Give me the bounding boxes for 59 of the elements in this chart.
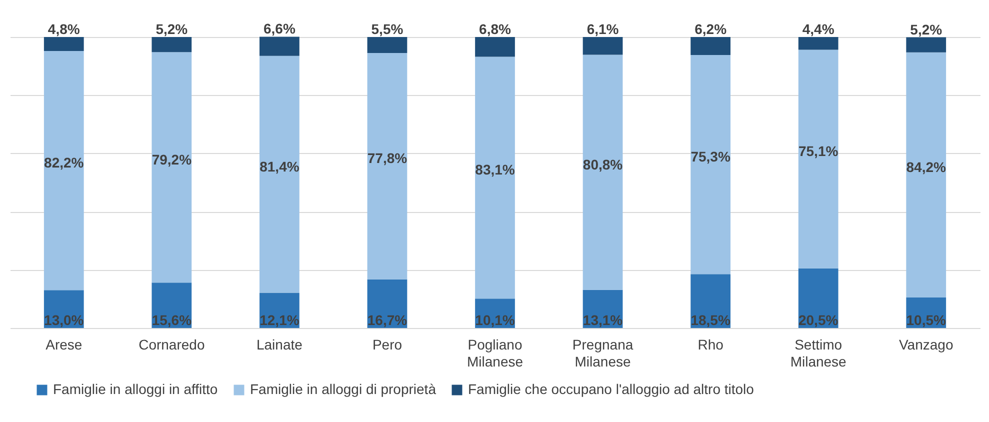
data-label: 5,5% <box>371 21 404 37</box>
legend-label: Famiglie in alloggi in affitto <box>53 381 218 397</box>
bar <box>44 50 84 290</box>
bar <box>260 36 300 56</box>
data-label: 77,8% <box>367 150 408 166</box>
bar <box>798 268 838 328</box>
x-tick-label: Lainate <box>256 336 303 352</box>
legend-label: Famiglie in alloggi di proprietà <box>250 381 436 397</box>
x-tick-label: Rho <box>698 336 724 352</box>
data-label: 20,5% <box>798 312 839 328</box>
x-tick-label: Pregnana Milanese <box>572 336 634 370</box>
bar <box>367 37 408 54</box>
x-tick-label: Vanzago <box>898 336 954 352</box>
data-label: 84,2% <box>906 158 947 175</box>
bar <box>582 37 623 55</box>
data-label: 81,4% <box>260 158 300 174</box>
data-label: 15,6% <box>152 312 192 328</box>
data-label: 12,1% <box>260 312 300 328</box>
data-label: 75,1% <box>798 143 839 160</box>
data-label: 10,5% <box>906 312 947 328</box>
bar <box>690 274 730 328</box>
legend-label: Famiglie che occupano l'alloggio ad altro titolo <box>468 381 754 397</box>
x-tick-label: Pogliano Milanese <box>466 336 524 370</box>
x-tick-label: Pero <box>372 336 402 352</box>
data-label: 75,3% <box>690 148 731 165</box>
data-label: 10,1% <box>475 312 516 328</box>
data-label: 16,7% <box>367 312 408 328</box>
data-label: 4,4% <box>802 21 835 37</box>
x-tick-label: Settimo Milanese <box>790 336 847 370</box>
bar <box>582 54 623 290</box>
x-tick-label: Cornaredo <box>138 336 205 352</box>
data-label: 6,2% <box>694 21 728 37</box>
data-label: 83,1% <box>475 162 516 178</box>
bar <box>798 37 838 50</box>
x-tick-label: Arese <box>46 336 82 352</box>
data-label: 82,2% <box>44 154 84 171</box>
bar <box>475 56 515 299</box>
bar <box>798 50 838 268</box>
data-label: 6,8% <box>479 21 512 37</box>
bar <box>152 37 192 52</box>
bar <box>690 37 730 56</box>
data-label: 79,2% <box>152 151 192 168</box>
bar <box>906 37 946 52</box>
bar <box>367 53 408 280</box>
data-label: 5,2% <box>156 21 188 37</box>
data-label: 13,0% <box>44 312 84 328</box>
data-label: 13,1% <box>582 312 624 328</box>
data-label: 80,8% <box>582 156 624 172</box>
bar <box>260 56 300 293</box>
data-label: 6,6% <box>263 20 296 37</box>
data-label: 6,1% <box>586 21 620 37</box>
data-label: 5,2% <box>910 21 943 38</box>
bar <box>690 55 730 274</box>
bar <box>906 52 946 298</box>
bar <box>475 37 515 57</box>
bar <box>152 52 192 283</box>
data-label: 4,8% <box>48 21 80 37</box>
data-label: 18,5% <box>690 312 731 328</box>
bar <box>44 37 84 51</box>
